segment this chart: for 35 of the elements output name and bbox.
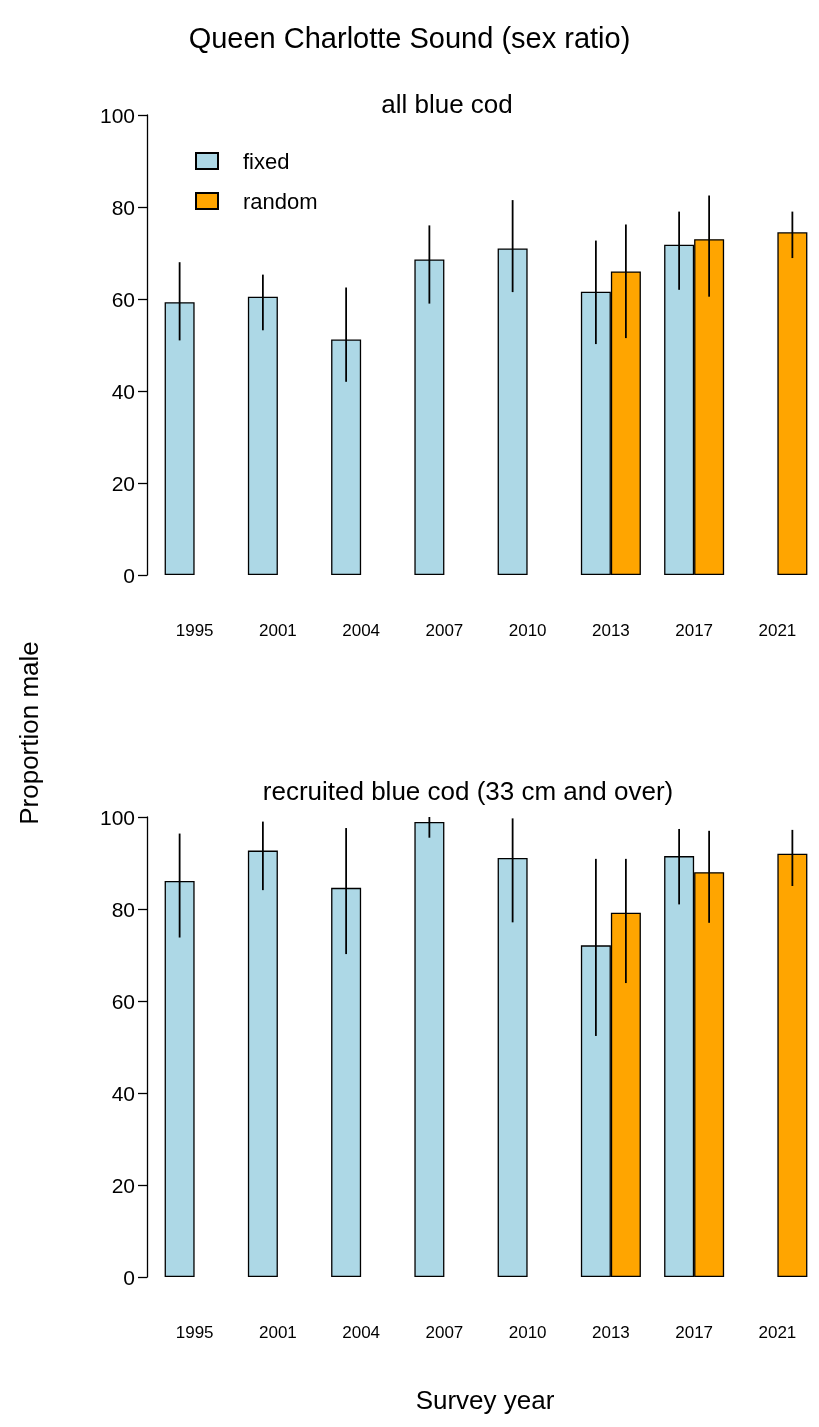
x-tick-label: 2007 bbox=[425, 621, 464, 640]
y-tick-label: 60 bbox=[111, 287, 135, 311]
y-tick-label: 40 bbox=[111, 379, 135, 403]
y-tick-label: 20 bbox=[111, 1173, 135, 1197]
y-tick-label: 0 bbox=[123, 563, 135, 587]
x-tick-label: 1995 bbox=[175, 621, 214, 640]
x-tick-label: 2004 bbox=[342, 1323, 381, 1342]
x-tick-label: 2010 bbox=[508, 1323, 547, 1342]
y-tick-label: 20 bbox=[111, 471, 135, 495]
x-tick-label: 2021 bbox=[758, 1323, 797, 1342]
x-axis-title: Survey year bbox=[415, 1385, 555, 1415]
x-tick-label: 2010 bbox=[508, 621, 547, 640]
y-tick-label: 100 bbox=[99, 103, 135, 127]
x-tick-label: 2007 bbox=[425, 1323, 464, 1342]
y-tick-label: 80 bbox=[111, 195, 135, 219]
legend-label: random bbox=[243, 188, 318, 214]
x-tick-label: 2021 bbox=[758, 621, 797, 640]
x-tick-label: 2001 bbox=[258, 1323, 297, 1342]
x-tick-label: 2013 bbox=[591, 1323, 630, 1342]
y-tick-label: 100 bbox=[99, 805, 135, 829]
legend-label: fixed bbox=[243, 148, 290, 174]
y-tick-label: 60 bbox=[111, 989, 135, 1013]
y-axis-title: Proportion male bbox=[13, 641, 45, 825]
x-tick-label: 2001 bbox=[258, 621, 297, 640]
y-tick-label: 0 bbox=[123, 1265, 135, 1289]
chart-title: recruited blue cod (33 cm and over) bbox=[262, 776, 674, 806]
y-tick-label: 40 bbox=[111, 1081, 135, 1105]
x-tick-label: 2017 bbox=[675, 621, 714, 640]
chart-title: Queen Charlotte Sound (sex ratio) bbox=[188, 21, 631, 54]
x-tick-label: 2017 bbox=[675, 1323, 714, 1342]
x-tick-label: 2004 bbox=[342, 621, 381, 640]
chart-subtitle: all blue cod bbox=[381, 89, 513, 119]
x-tick-label: 1995 bbox=[175, 1323, 214, 1342]
x-tick-label: 2013 bbox=[591, 621, 630, 640]
y-tick-label: 80 bbox=[111, 897, 135, 921]
